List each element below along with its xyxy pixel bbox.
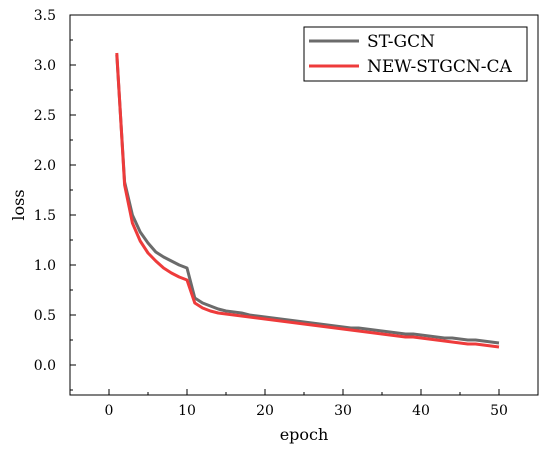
- x-tick-label: 0: [105, 403, 114, 419]
- x-tick-label: 10: [178, 403, 196, 419]
- x-axis-ticks: 0 10 20 30 40 50: [69, 389, 539, 419]
- y-tick-label: 3.5: [34, 8, 56, 24]
- y-tick-label: 3.0: [34, 58, 56, 74]
- series-line-new-stgcn-ca: [115, 52, 500, 349]
- y-tick-label: 0.0: [34, 358, 56, 374]
- y-tick-label: 1.5: [34, 208, 56, 224]
- y-tick-label: 0.5: [34, 308, 56, 324]
- legend-label-st-gcn: ST-GCN: [367, 32, 435, 52]
- x-tick-label: 30: [334, 403, 352, 419]
- y-axis-ticks: 0.0 0.5 1.0 1.5 2.0 2.5 3.0 3.5: [34, 8, 76, 391]
- y-axis-label: loss: [9, 189, 28, 220]
- y-tick-label: 2.0: [34, 158, 56, 174]
- x-axis-label: epoch: [280, 425, 329, 444]
- x-tick-label: 20: [256, 403, 274, 419]
- legend-box: [303, 26, 528, 82]
- series-line-st-gcn: [115, 54, 500, 345]
- x-tick-label: 40: [412, 403, 430, 419]
- legend: ST-GCN NEW-STGCN-CA: [303, 26, 528, 82]
- x-tick-label: 50: [490, 403, 508, 419]
- y-tick-label: 2.5: [34, 108, 56, 124]
- y-tick-label: 1.0: [34, 258, 56, 274]
- series-lines: [115, 52, 500, 349]
- legend-label-new-stgcn-ca: NEW-STGCN-CA: [367, 57, 512, 77]
